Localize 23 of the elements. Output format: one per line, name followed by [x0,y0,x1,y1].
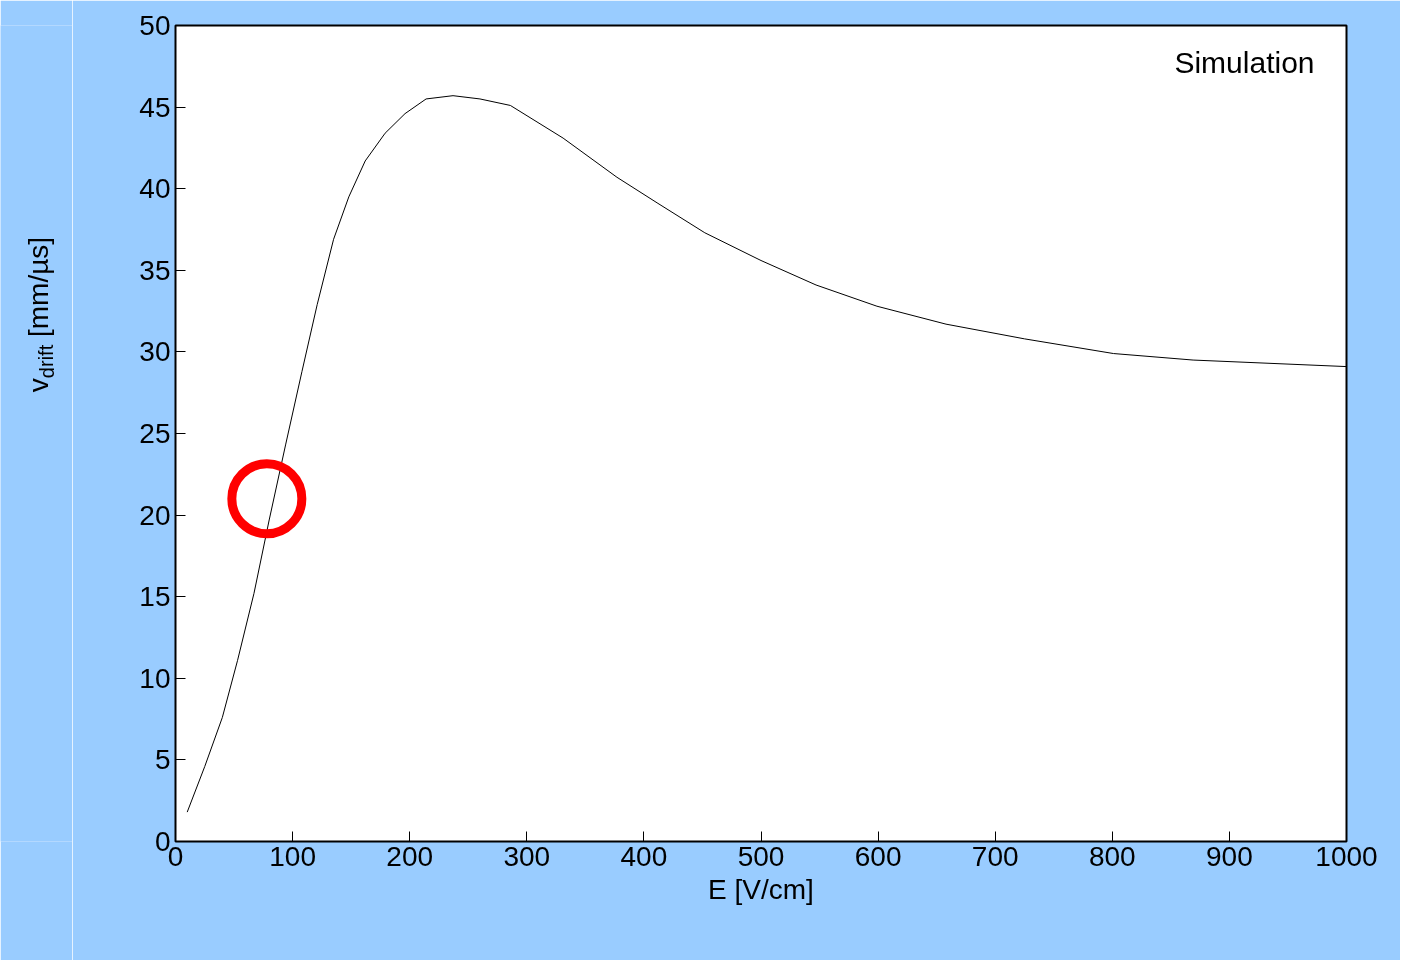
y-tick-label: 50 [139,10,171,41]
x-tick-label: 800 [1088,840,1136,872]
x-tick-label: 500 [737,840,785,872]
y-tick-label: 40 [139,173,171,205]
y-axis-title: vdrift [mm/µs] [23,236,58,393]
y-tick-label: 10 [139,662,171,694]
y-tick-label: 35 [139,254,171,286]
x-tick-label: 900 [1206,840,1253,872]
y-tick-label: 5 [154,744,171,776]
x-tick-label: 300 [503,840,551,872]
annotation: Simulation [1174,45,1315,79]
x-tick-label: 600 [854,840,902,872]
y-tick-label: 25 [139,418,171,449]
x-tick-label: 200 [386,840,434,872]
y-tick-label: 30 [139,336,171,368]
x-tick-label: 700 [971,840,1019,872]
x-tick-label: 400 [620,840,668,872]
x-tick-label: 1000 [1315,840,1378,872]
x-axis-title: E [V/cm] [708,873,814,905]
x-tick-label: 100 [269,840,316,872]
y-tick-label: 20 [139,499,171,531]
y-tick-label: 45 [139,91,171,123]
y-tick-label: 15 [139,581,171,613]
